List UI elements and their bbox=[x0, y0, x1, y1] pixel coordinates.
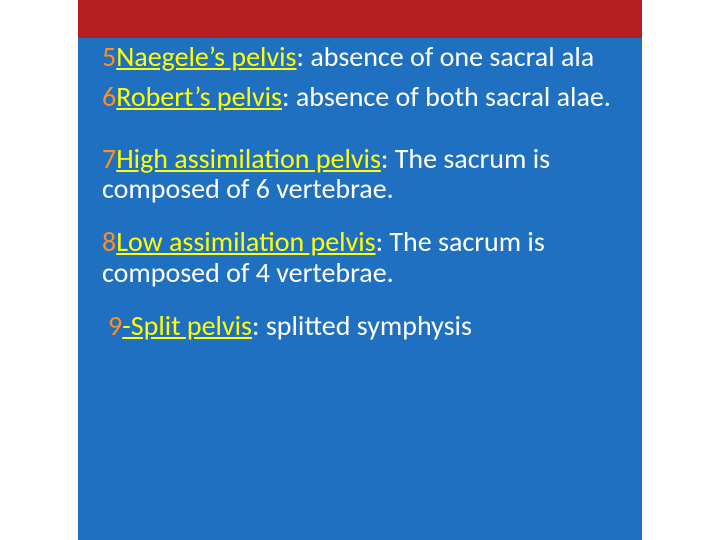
item-term: Naegele’s pelvis bbox=[116, 39, 296, 74]
item-number: 7 bbox=[102, 141, 116, 176]
item-number: 9 bbox=[108, 308, 122, 343]
item-number: 6 bbox=[102, 79, 116, 114]
content-blue-box: 5Naegele’s pelvis: absence of one sacral… bbox=[78, 38, 642, 540]
slide: 5Naegele’s pelvis: absence of one sacral… bbox=[0, 0, 720, 540]
item-term: Low assimilation pelvis bbox=[116, 224, 375, 259]
item-term: Robert’s pelvis bbox=[116, 79, 282, 114]
list-item-8: 8Low assimilation pelvis: The sacrum is … bbox=[78, 227, 642, 289]
item-rest: : splitted symphysis bbox=[252, 308, 472, 343]
item-term: High assimilation pelvis bbox=[116, 141, 381, 176]
item-number: 5 bbox=[102, 39, 116, 74]
header-red-bar bbox=[78, 0, 642, 38]
item-rest: : absence of both sacral alae. bbox=[282, 79, 611, 114]
list-item-6: 6Robert’s pelvis: absence of both sacral… bbox=[78, 78, 642, 116]
list-item-5: 5Naegele’s pelvis: absence of one sacral… bbox=[78, 38, 642, 76]
item-number: 8 bbox=[102, 224, 116, 259]
item-term: -Split pelvis bbox=[122, 308, 252, 343]
list-item-7: 7High assimilation pelvis: The sacrum is… bbox=[78, 144, 642, 206]
list-item-9: 9-Split pelvis: splitted symphysis bbox=[78, 311, 642, 342]
item-rest: : absence of one sacral ala bbox=[297, 39, 595, 74]
